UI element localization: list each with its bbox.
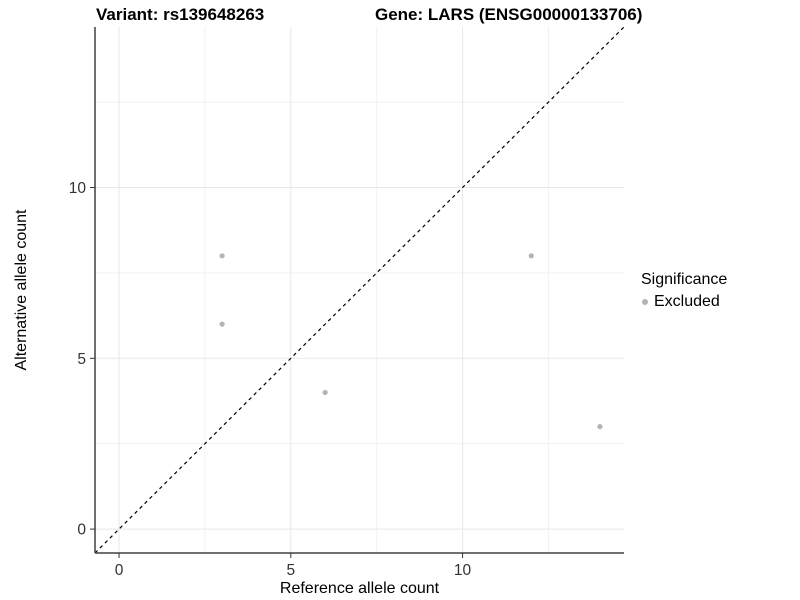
data-point [322,389,328,396]
legend-items: Excluded [641,293,727,311]
x-tick-label: 0 [115,562,124,579]
legend-item: Excluded [642,293,727,311]
data-point [219,253,225,259]
x-tick-label: 10 [454,562,472,579]
data-point [597,424,603,430]
data-point [528,253,534,259]
identity-line [94,26,625,554]
y-tick-label: 10 [69,180,87,197]
gene-title: Gene: LARS (ENSG00000133706) [375,5,643,24]
x-axis-title: Reference allele count [279,580,440,597]
variant-title: Variant: rs139648263 [96,5,265,24]
y-tick-label: 5 [77,351,86,368]
legend-item-label: Excluded [654,293,720,310]
y-tick-label: 0 [77,522,86,539]
legend-point-icon [642,299,648,305]
data-point [219,321,225,327]
legend-title: Significance [641,271,728,288]
x-tick-label: 5 [286,562,295,579]
legend: Significance Excluded [641,271,727,311]
y-axis-title: Alternative allele count [13,209,30,371]
